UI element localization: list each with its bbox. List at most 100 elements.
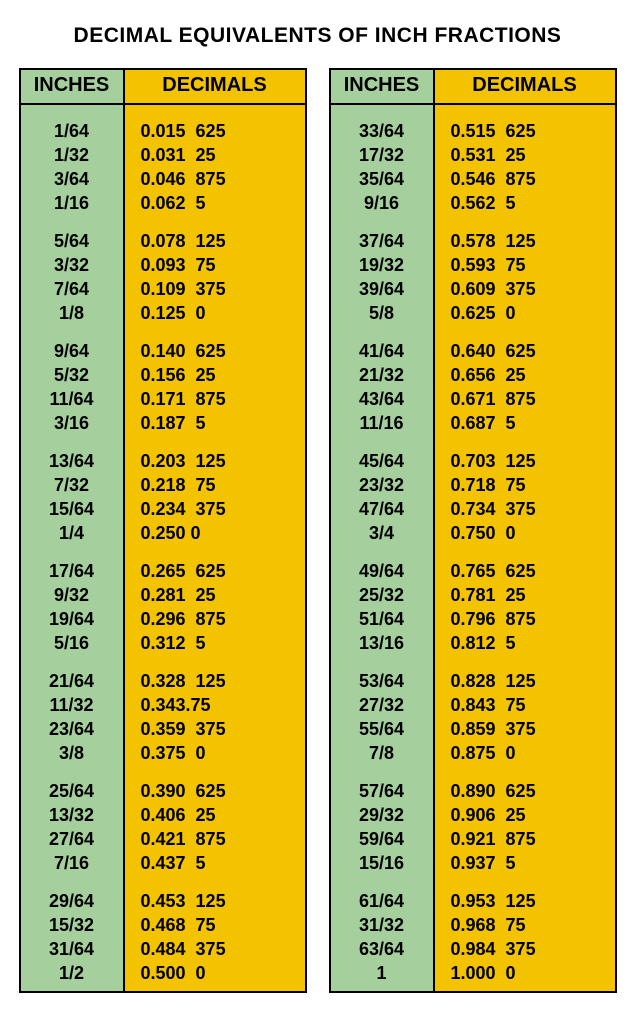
fraction-cell: 41/64 [359, 339, 404, 363]
decimal-cell: 0.500 0 [141, 961, 305, 985]
fraction-cell: 1 [359, 961, 404, 985]
fraction-cell: 13/16 [359, 631, 404, 655]
decimal-cell: 0.718 75 [451, 473, 615, 497]
decimal-cell: 0.265 625 [141, 559, 305, 583]
fraction-cell: 49/64 [359, 559, 404, 583]
fraction-cell: 11/16 [359, 411, 404, 435]
decimal-cell: 0.515 625 [451, 119, 615, 143]
decimal-cell: 0.468 75 [141, 913, 305, 937]
decimal-cell: 0.921 875 [451, 827, 615, 851]
decimal-cell: 0.296 875 [141, 607, 305, 631]
decimal-cell: 0.187 5 [141, 411, 305, 435]
decimal-cell: 0.421 875 [141, 827, 305, 851]
fraction-cell: 17/64 [49, 559, 94, 583]
fraction-cell: 7/8 [359, 741, 404, 765]
decimal-cell: 0.125 0 [141, 301, 305, 325]
decimal-cell: 0.593 75 [451, 253, 615, 277]
fraction-cell: 57/64 [359, 779, 404, 803]
fraction-cell: 33/64 [359, 119, 404, 143]
fraction-cell: 5/16 [49, 631, 94, 655]
decimal-cell: 0.218 75 [141, 473, 305, 497]
decimal-cell: 0.171 875 [141, 387, 305, 411]
decimal-cell: 0.046 875 [141, 167, 305, 191]
tables-container: INCHES DECIMALS 1/641/323/641/165/643/32… [18, 68, 617, 993]
decimal-cell: 0.140 625 [141, 339, 305, 363]
fraction-cell: 7/16 [49, 851, 94, 875]
fraction-cell: 5/8 [359, 301, 404, 325]
fraction-cell: 1/32 [54, 143, 89, 167]
fraction-cell: 11/64 [49, 387, 93, 411]
fraction-cell: 3/4 [359, 521, 404, 545]
fraction-cell: 31/64 [49, 937, 94, 961]
fraction-cell: 29/32 [359, 803, 404, 827]
fraction-cell: 19/32 [359, 253, 404, 277]
decimal-cell: 0.656 25 [451, 363, 615, 387]
fraction-cell: 9/32 [49, 583, 94, 607]
header-inches: INCHES [331, 70, 435, 105]
fraction-cell: 27/32 [359, 693, 404, 717]
fraction-cell: 35/64 [359, 167, 404, 191]
fraction-cell: 43/64 [359, 387, 404, 411]
decimal-cell: 0.875 0 [451, 741, 615, 765]
inches-column: 1/641/323/641/165/643/327/641/89/645/321… [21, 105, 125, 991]
fraction-cell: 13/32 [49, 803, 94, 827]
decimal-cell: 0.703 125 [451, 449, 615, 473]
fraction-cell: 37/64 [359, 229, 404, 253]
decimal-cell: 0.390 625 [141, 779, 305, 803]
fraction-cell: 19/64 [49, 607, 94, 631]
fraction-cell: 3/16 [49, 411, 93, 435]
header-decimals: DECIMALS [125, 70, 305, 105]
decimal-cell: 0.031 25 [141, 143, 305, 167]
fraction-cell: 55/64 [359, 717, 404, 741]
fraction-cell: 7/32 [49, 473, 94, 497]
fraction-cell: 3/32 [54, 253, 89, 277]
decimal-cell: 1.000 0 [451, 961, 615, 985]
decimal-cell: 0.015 625 [141, 119, 305, 143]
decimal-cell: 0.250 0 [141, 521, 305, 545]
decimal-cell: 0.453 125 [141, 889, 305, 913]
fraction-cell: 15/32 [49, 913, 94, 937]
decimal-cell: 0.625 0 [451, 301, 615, 325]
decimal-cell: 0.953 125 [451, 889, 615, 913]
fraction-cell: 15/16 [359, 851, 404, 875]
decimal-cell: 0.687 5 [451, 411, 615, 435]
fraction-cell: 23/64 [49, 717, 94, 741]
decimal-cell: 0.609 375 [451, 277, 615, 301]
decimal-cell: 0.734 375 [451, 497, 615, 521]
fraction-cell: 25/64 [49, 779, 94, 803]
decimal-cell: 0.671 875 [451, 387, 615, 411]
fraction-cell: 1/2 [49, 961, 94, 985]
fraction-cell: 63/64 [359, 937, 404, 961]
decimal-cell: 0.968 75 [451, 913, 615, 937]
decimals-column: 0.515 6250.531 250.546 8750.562 50.578 1… [435, 105, 615, 991]
fraction-cell: 1/64 [54, 119, 89, 143]
fraction-cell: 3/64 [54, 167, 89, 191]
fraction-cell: 9/16 [359, 191, 404, 215]
decimal-cell: 0.906 25 [451, 803, 615, 827]
fraction-cell: 9/64 [49, 339, 93, 363]
decimal-cell: 0.765 625 [451, 559, 615, 583]
fraction-cell: 39/64 [359, 277, 404, 301]
fraction-cell: 27/64 [49, 827, 94, 851]
fraction-cell: 1/16 [54, 191, 89, 215]
fraction-cell: 17/32 [359, 143, 404, 167]
decimal-cell: 0.781 25 [451, 583, 615, 607]
fraction-cell: 53/64 [359, 669, 404, 693]
table-header-row: INCHES DECIMALS [331, 70, 615, 105]
decimal-cell: 0.406 25 [141, 803, 305, 827]
decimal-cell: 0.531 25 [451, 143, 615, 167]
fraction-cell: 29/64 [49, 889, 94, 913]
fraction-cell: 61/64 [359, 889, 404, 913]
fraction-cell: 3/8 [49, 741, 94, 765]
decimal-cell: 0.843 75 [451, 693, 615, 717]
fraction-cell: 1/4 [49, 521, 94, 545]
decimal-cell: 0.281 25 [141, 583, 305, 607]
fraction-cell: 25/32 [359, 583, 404, 607]
fraction-cell: 5/32 [49, 363, 93, 387]
decimal-cell: 0.484 375 [141, 937, 305, 961]
fraction-cell: 1/8 [54, 301, 89, 325]
fraction-cell: 59/64 [359, 827, 404, 851]
page: DECIMAL EQUIVALENTS OF INCH FRACTIONS IN… [0, 0, 635, 1023]
decimal-cell: 0.828 125 [451, 669, 615, 693]
decimal-cell: 0.437 5 [141, 851, 305, 875]
